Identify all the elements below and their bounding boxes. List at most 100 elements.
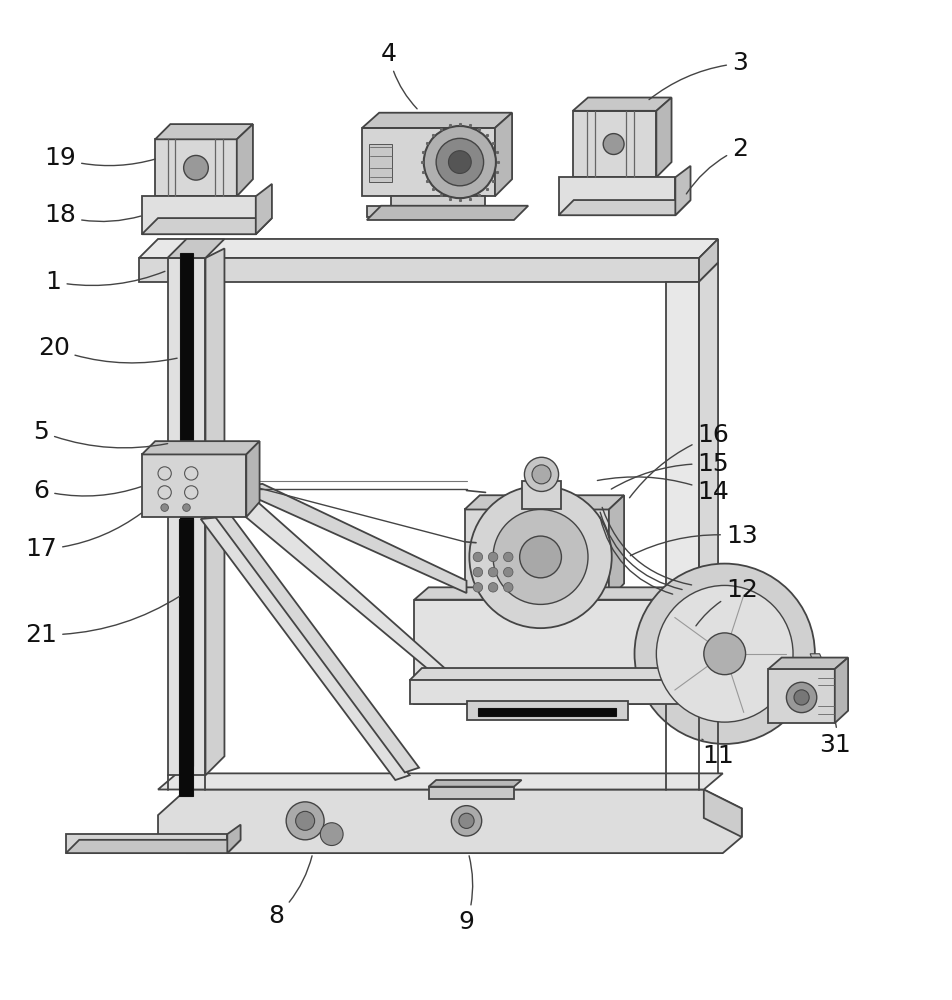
Polygon shape (142, 454, 247, 517)
Circle shape (504, 552, 513, 562)
Polygon shape (228, 825, 241, 853)
Polygon shape (704, 790, 742, 837)
Polygon shape (573, 98, 671, 111)
Polygon shape (158, 773, 723, 790)
Text: 16: 16 (629, 423, 729, 498)
Circle shape (532, 465, 551, 484)
Polygon shape (559, 200, 690, 215)
Circle shape (473, 583, 483, 592)
Circle shape (656, 585, 793, 722)
Circle shape (184, 155, 208, 180)
Polygon shape (478, 708, 617, 716)
Polygon shape (142, 218, 272, 234)
Polygon shape (465, 495, 625, 509)
Polygon shape (409, 668, 721, 680)
Circle shape (473, 567, 483, 577)
Polygon shape (206, 248, 225, 775)
Bar (368, 144, 392, 182)
Text: 19: 19 (45, 146, 155, 170)
Polygon shape (414, 587, 737, 600)
Circle shape (504, 567, 513, 577)
Circle shape (296, 811, 314, 830)
Polygon shape (155, 139, 237, 196)
Circle shape (459, 813, 474, 828)
Text: 8: 8 (268, 856, 312, 928)
Text: 14: 14 (598, 477, 729, 504)
Polygon shape (656, 98, 671, 177)
Text: 18: 18 (45, 203, 141, 227)
Circle shape (488, 552, 498, 562)
Circle shape (488, 583, 498, 592)
Polygon shape (428, 787, 514, 799)
Polygon shape (465, 509, 609, 600)
Polygon shape (768, 658, 848, 669)
Polygon shape (142, 441, 260, 454)
Text: 15: 15 (611, 452, 729, 489)
Polygon shape (139, 258, 699, 282)
Circle shape (320, 823, 343, 846)
Polygon shape (835, 658, 848, 723)
Polygon shape (237, 124, 253, 196)
Text: 11: 11 (702, 739, 734, 768)
Circle shape (183, 504, 190, 511)
Polygon shape (180, 253, 193, 766)
Circle shape (525, 457, 559, 491)
Polygon shape (573, 111, 656, 177)
Polygon shape (139, 239, 718, 258)
Polygon shape (708, 668, 721, 704)
Text: 3: 3 (649, 51, 748, 100)
Circle shape (436, 138, 484, 186)
Polygon shape (699, 239, 718, 282)
Polygon shape (409, 680, 708, 704)
Polygon shape (559, 177, 675, 215)
Polygon shape (609, 495, 625, 600)
Text: 2: 2 (686, 137, 748, 194)
Polygon shape (206, 495, 471, 692)
Text: 31: 31 (819, 723, 851, 757)
Polygon shape (158, 790, 742, 853)
Circle shape (448, 151, 471, 173)
Polygon shape (414, 600, 723, 704)
Circle shape (469, 486, 612, 628)
Polygon shape (466, 701, 628, 720)
Circle shape (520, 536, 562, 578)
Polygon shape (362, 128, 495, 196)
Polygon shape (810, 654, 835, 692)
Polygon shape (522, 481, 562, 509)
Circle shape (635, 564, 815, 744)
Polygon shape (168, 239, 225, 258)
Circle shape (493, 509, 588, 604)
Polygon shape (768, 669, 835, 723)
Polygon shape (390, 196, 486, 206)
Polygon shape (367, 206, 514, 217)
Polygon shape (699, 263, 718, 709)
Polygon shape (248, 484, 466, 593)
Polygon shape (362, 113, 512, 128)
Circle shape (488, 567, 498, 577)
Polygon shape (367, 206, 528, 220)
Polygon shape (723, 587, 737, 704)
Text: 20: 20 (38, 336, 177, 363)
Polygon shape (665, 282, 699, 709)
Text: 5: 5 (33, 420, 168, 448)
Polygon shape (155, 124, 253, 139)
Text: 21: 21 (26, 596, 179, 647)
Text: 13: 13 (630, 524, 758, 556)
Polygon shape (201, 517, 409, 780)
Circle shape (704, 633, 745, 675)
Circle shape (786, 682, 817, 713)
Polygon shape (208, 507, 419, 772)
Circle shape (473, 552, 483, 562)
Circle shape (504, 583, 513, 592)
Polygon shape (256, 184, 272, 234)
Polygon shape (66, 840, 241, 853)
Polygon shape (142, 196, 256, 234)
Text: 17: 17 (26, 513, 142, 561)
Polygon shape (495, 113, 512, 196)
Text: 12: 12 (696, 578, 758, 626)
Circle shape (161, 504, 169, 511)
Polygon shape (66, 834, 228, 853)
Polygon shape (168, 258, 206, 775)
Polygon shape (247, 441, 260, 517)
Polygon shape (675, 166, 690, 215)
